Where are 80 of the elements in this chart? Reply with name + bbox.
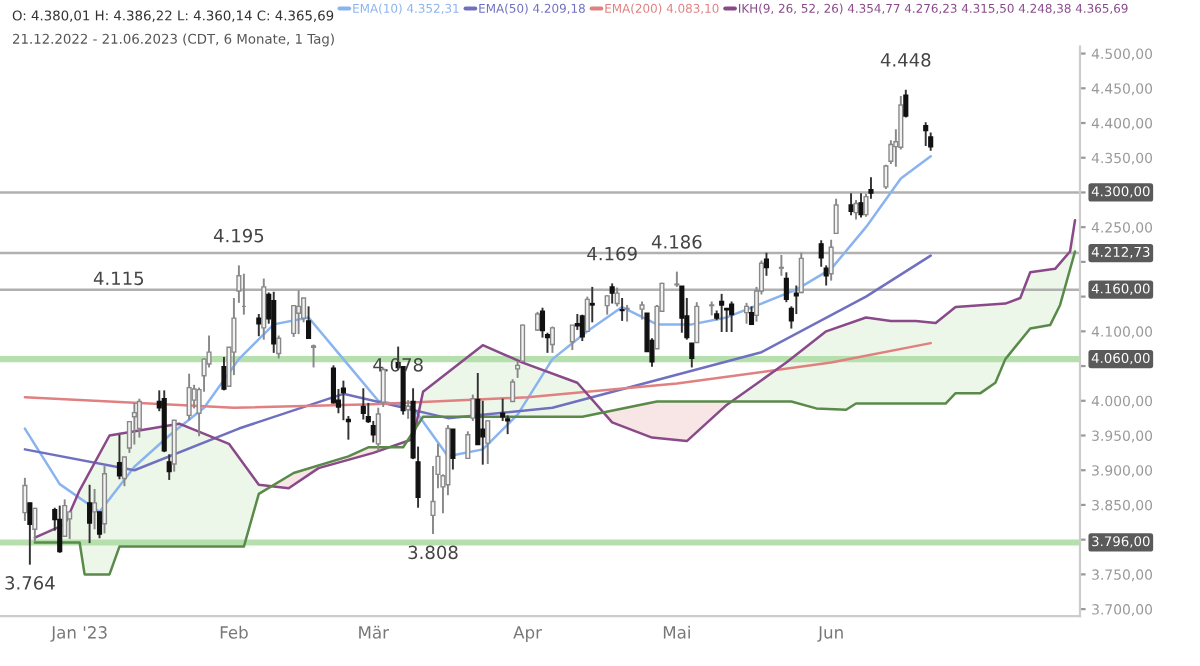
candlestick xyxy=(729,300,735,333)
candlestick xyxy=(584,295,590,333)
candlestick xyxy=(534,310,541,332)
candlestick xyxy=(87,483,93,545)
candlestick xyxy=(27,501,33,566)
annotation: 4.115 xyxy=(93,271,144,286)
candlestick xyxy=(57,504,63,554)
line-series xyxy=(23,341,932,409)
x-tick-label: Jan '23 xyxy=(50,626,107,642)
candlestick xyxy=(121,456,127,488)
candlestick xyxy=(261,277,267,341)
candlestick xyxy=(206,334,212,369)
annotation: 3.764 xyxy=(5,576,55,590)
candlestick xyxy=(136,397,142,439)
candlestick xyxy=(848,192,854,217)
candlestick xyxy=(67,510,73,540)
candlestick xyxy=(569,324,575,352)
candlestick xyxy=(614,286,620,308)
x-tick-label: Apr xyxy=(513,626,542,642)
candlestick xyxy=(510,378,516,403)
candlestick xyxy=(883,163,889,190)
candlestick xyxy=(624,303,630,323)
annotation: 4.195 xyxy=(213,228,264,243)
x-tick-label: Jun xyxy=(817,626,843,642)
candlestick xyxy=(863,192,869,218)
candlestick xyxy=(609,282,615,305)
candlestick xyxy=(679,285,685,334)
candlestick xyxy=(296,289,302,336)
x-tick-label: Mai xyxy=(663,625,690,639)
candlestick xyxy=(360,387,366,421)
candlestick xyxy=(589,285,595,324)
candlestick xyxy=(858,192,864,219)
candlestick xyxy=(485,419,491,465)
candlestick xyxy=(923,121,929,147)
candlestick xyxy=(221,356,227,392)
candlestick xyxy=(639,300,645,321)
candlestick xyxy=(450,428,456,471)
candlestick xyxy=(763,251,770,277)
candlestick xyxy=(719,292,725,333)
candlestick xyxy=(166,453,172,481)
candlestick xyxy=(783,271,789,304)
candlestick xyxy=(470,393,476,422)
candlestick xyxy=(798,251,804,295)
annotation: 4.186 xyxy=(651,235,702,249)
candlestick xyxy=(778,253,784,277)
candlestick xyxy=(604,294,610,316)
candlestick xyxy=(903,88,909,119)
candlestick xyxy=(689,342,695,369)
candlestick xyxy=(276,334,282,360)
candlestick xyxy=(171,419,177,473)
x-tick-label: Feb xyxy=(220,625,248,639)
candlestick xyxy=(868,176,874,200)
candlestick xyxy=(579,313,585,343)
candlestick xyxy=(131,401,137,446)
candlestick xyxy=(306,305,312,340)
candlestick xyxy=(116,433,123,481)
candlestick xyxy=(853,199,859,221)
candlestick xyxy=(619,297,625,322)
candlestick xyxy=(694,301,700,344)
candlestick xyxy=(833,197,839,235)
candlestick xyxy=(22,476,28,522)
x-tick-label: Mär xyxy=(359,625,389,639)
annotation: 3.808 xyxy=(408,545,458,560)
candlestick xyxy=(465,430,471,460)
candlestick xyxy=(256,313,262,338)
candlestick xyxy=(271,290,277,354)
candlestick xyxy=(330,364,337,405)
candlestick xyxy=(743,301,750,325)
candlestick xyxy=(62,498,68,538)
candlestick xyxy=(186,372,192,422)
line-series xyxy=(33,250,1077,576)
candlestick xyxy=(92,488,98,531)
candlestick xyxy=(32,506,38,543)
annotation: 4.169 xyxy=(587,246,637,261)
candlestick xyxy=(480,399,486,466)
annotation: 4.448 xyxy=(880,53,931,67)
candlestick xyxy=(828,238,834,282)
candlestick xyxy=(549,325,556,354)
candlestick xyxy=(96,510,103,540)
candlestick xyxy=(375,406,381,452)
